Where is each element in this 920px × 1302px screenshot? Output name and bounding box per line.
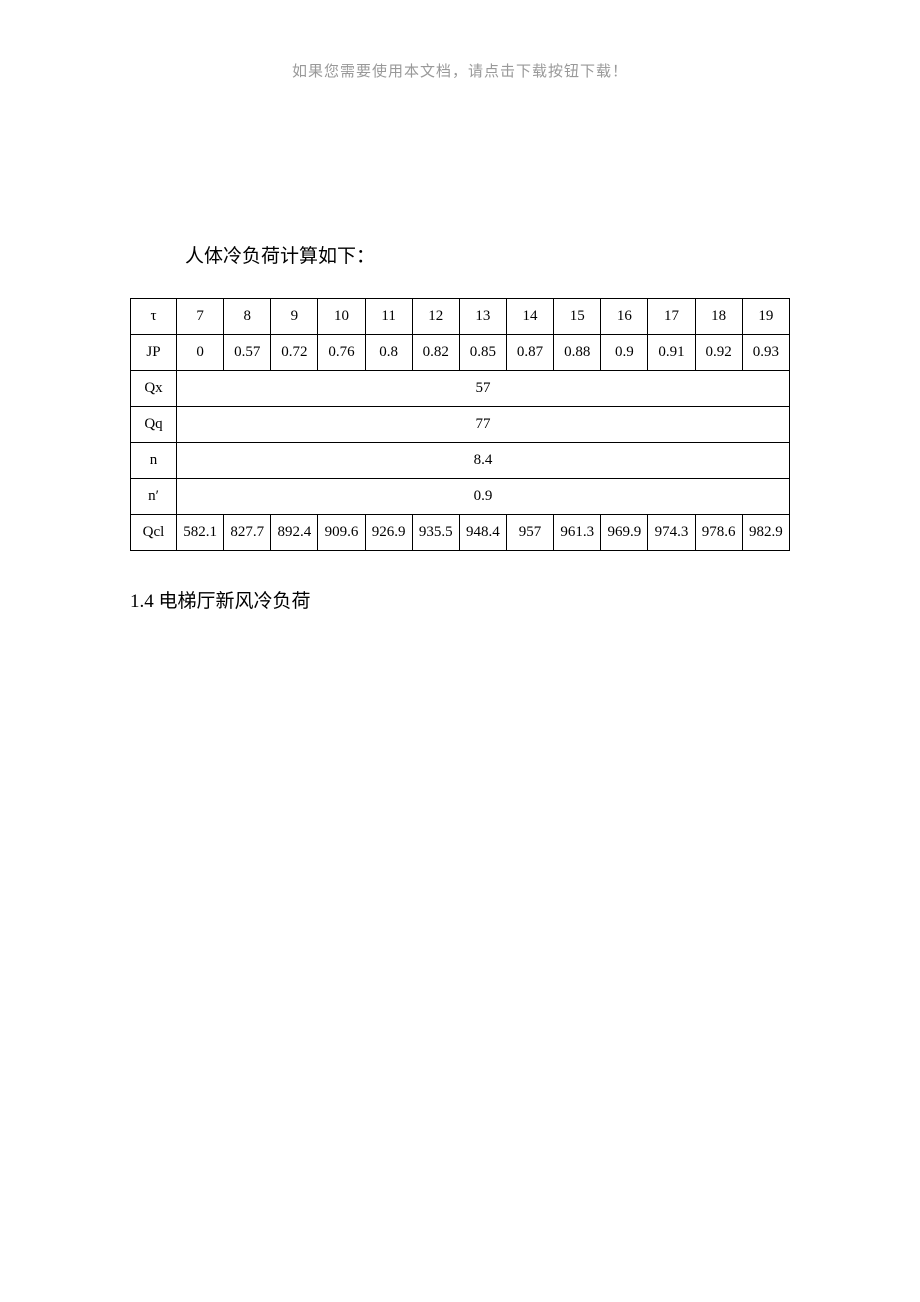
cell: 0.92: [695, 335, 742, 371]
cell: 957: [506, 515, 553, 551]
cell: 961.3: [554, 515, 601, 551]
table-row: Qq 77: [131, 407, 790, 443]
cooling-load-table: τ 7 8 9 10 11 12 13 14 15 16 17 18 19 JP…: [130, 298, 790, 551]
cell: 974.3: [648, 515, 695, 551]
cell: 909.6: [318, 515, 365, 551]
cell: 0.72: [271, 335, 318, 371]
cell: 13: [459, 299, 506, 335]
cell: 0.8: [365, 335, 412, 371]
cell: 10: [318, 299, 365, 335]
cell: 0: [177, 335, 224, 371]
cell: 0.87: [506, 335, 553, 371]
cell: 7: [177, 299, 224, 335]
sub-title: 人体冷负荷计算如下：: [185, 241, 790, 268]
cell: 0.91: [648, 335, 695, 371]
cell: 14: [506, 299, 553, 335]
cell: 948.4: [459, 515, 506, 551]
cell-merged: 0.9: [177, 479, 790, 515]
cell: 9: [271, 299, 318, 335]
cell: 0.82: [412, 335, 459, 371]
cell: 8: [224, 299, 271, 335]
cell: 0.9: [601, 335, 648, 371]
cell: 12: [412, 299, 459, 335]
section-heading: 1.4 电梯厅新风冷负荷: [130, 586, 790, 613]
cell-label: JP: [131, 335, 177, 371]
cell: 926.9: [365, 515, 412, 551]
table-row: Qx 57: [131, 371, 790, 407]
cell: 19: [742, 299, 789, 335]
cell: 935.5: [412, 515, 459, 551]
cell: 582.1: [177, 515, 224, 551]
cell: 0.85: [459, 335, 506, 371]
table-row: JP 0 0.57 0.72 0.76 0.8 0.82 0.85 0.87 0…: [131, 335, 790, 371]
cell: 827.7: [224, 515, 271, 551]
cell: 18: [695, 299, 742, 335]
cell-label: n: [131, 443, 177, 479]
cell: 0.88: [554, 335, 601, 371]
cell-merged: 57: [177, 371, 790, 407]
cell: 892.4: [271, 515, 318, 551]
table-row: n 8.4: [131, 443, 790, 479]
cell-label: Qx: [131, 371, 177, 407]
cell: 0.93: [742, 335, 789, 371]
cell-merged: 8.4: [177, 443, 790, 479]
header-notice: 如果您需要使用本文档，请点击下载按钮下载！: [130, 60, 790, 81]
cell: 11: [365, 299, 412, 335]
cell: 969.9: [601, 515, 648, 551]
cell: 0.57: [224, 335, 271, 371]
table-row: n′ 0.9: [131, 479, 790, 515]
cell-label: Qq: [131, 407, 177, 443]
cell: 16: [601, 299, 648, 335]
cell-merged: 77: [177, 407, 790, 443]
cell-label: τ: [131, 299, 177, 335]
table-row: τ 7 8 9 10 11 12 13 14 15 16 17 18 19: [131, 299, 790, 335]
table-row: Qcl 582.1 827.7 892.4 909.6 926.9 935.5 …: [131, 515, 790, 551]
cell: 982.9: [742, 515, 789, 551]
cell: 17: [648, 299, 695, 335]
cell: 0.76: [318, 335, 365, 371]
cell: 15: [554, 299, 601, 335]
cell: 978.6: [695, 515, 742, 551]
cell-label: n′: [131, 479, 177, 515]
cell-label: Qcl: [131, 515, 177, 551]
